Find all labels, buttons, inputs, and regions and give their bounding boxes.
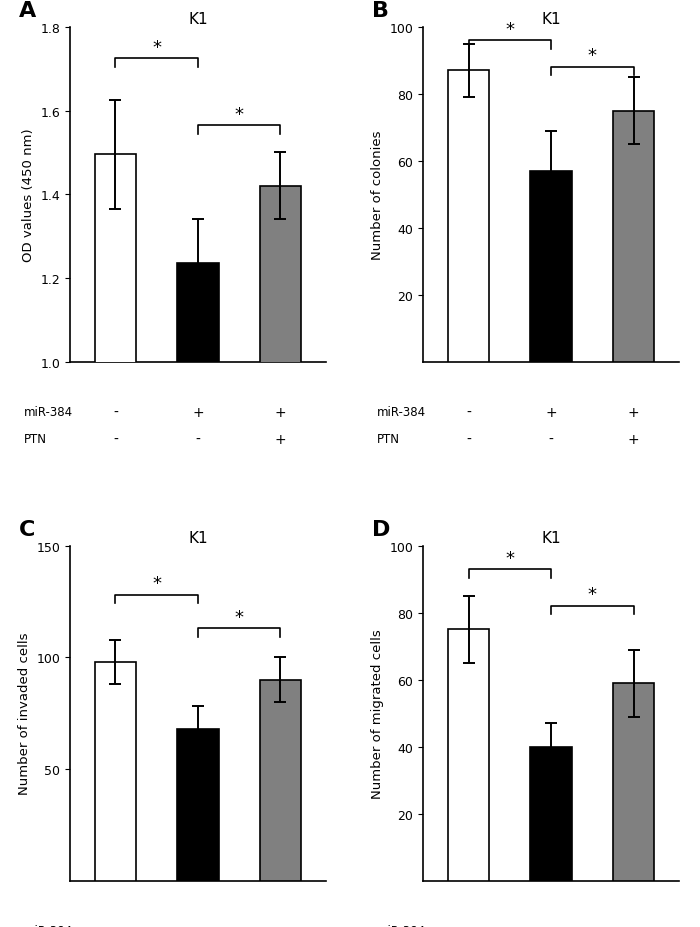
Text: -: - — [466, 433, 471, 447]
Text: -: - — [466, 924, 471, 927]
Text: +: + — [545, 406, 557, 420]
Y-axis label: Number of colonies: Number of colonies — [371, 131, 384, 260]
Text: C: C — [19, 519, 35, 540]
Y-axis label: OD values (450 nm): OD values (450 nm) — [22, 128, 35, 261]
Text: +: + — [192, 924, 204, 927]
Bar — [531, 747, 572, 881]
Text: -: - — [113, 406, 118, 420]
Text: *: * — [234, 106, 244, 123]
Text: miR-384: miR-384 — [377, 924, 426, 927]
Bar — [260, 186, 301, 781]
Text: *: * — [152, 39, 161, 57]
Text: *: * — [505, 20, 514, 39]
Text: +: + — [628, 406, 639, 420]
Bar — [177, 729, 218, 881]
Bar — [448, 629, 489, 881]
Text: -: - — [549, 433, 554, 447]
Bar — [613, 683, 655, 881]
Text: B: B — [372, 1, 389, 21]
Bar — [448, 71, 489, 362]
Bar — [613, 111, 655, 362]
Text: miR-384: miR-384 — [377, 406, 426, 419]
Text: +: + — [274, 406, 286, 420]
Text: +: + — [192, 406, 204, 420]
Text: -: - — [113, 433, 118, 447]
Text: *: * — [588, 47, 597, 65]
Y-axis label: Number of invaded cells: Number of invaded cells — [18, 632, 31, 794]
Text: -: - — [195, 433, 200, 447]
Text: miR-384: miR-384 — [24, 406, 73, 419]
Text: +: + — [628, 924, 639, 927]
Text: +: + — [545, 924, 557, 927]
Bar — [177, 264, 218, 781]
Text: +: + — [628, 433, 639, 447]
Text: miR-384: miR-384 — [24, 924, 73, 927]
Y-axis label: Number of migrated cells: Number of migrated cells — [371, 629, 384, 798]
Text: *: * — [588, 586, 597, 603]
Bar — [531, 171, 572, 362]
Bar — [94, 662, 136, 881]
Text: *: * — [505, 549, 514, 567]
Text: +: + — [274, 433, 286, 447]
Text: PTN: PTN — [377, 433, 400, 446]
Text: -: - — [466, 406, 471, 420]
Bar — [94, 156, 136, 781]
Title: K1: K1 — [541, 12, 561, 27]
Text: D: D — [372, 519, 391, 540]
Text: *: * — [234, 608, 244, 626]
Title: K1: K1 — [188, 530, 208, 545]
Text: *: * — [152, 575, 161, 592]
Text: -: - — [113, 924, 118, 927]
Text: A: A — [19, 1, 36, 21]
Text: PTN: PTN — [24, 433, 47, 446]
Title: K1: K1 — [541, 530, 561, 545]
Bar — [260, 680, 301, 881]
Title: K1: K1 — [188, 12, 208, 27]
Text: +: + — [274, 924, 286, 927]
